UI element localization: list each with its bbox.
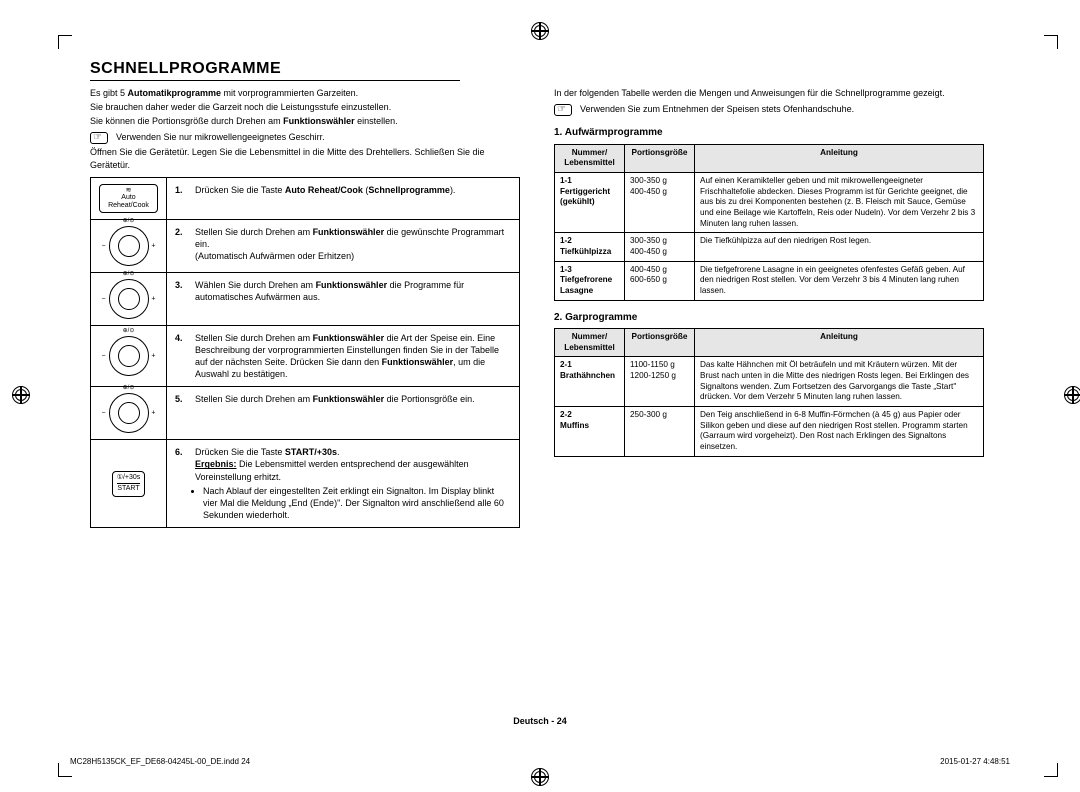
col-header: Anleitung (695, 144, 984, 172)
left-column: Es gibt 5 Automatikprogramme mit vorprog… (90, 87, 520, 528)
button-label: Auto Reheat/Cook (104, 194, 153, 209)
bullet-text: Nach Ablauf der eingestellten Zeit erkli… (203, 485, 511, 521)
dial-icon: ⊕/⊙−+ (109, 226, 149, 266)
table-row: 2-2Muffins250-300 gDen Teig anschließend… (555, 406, 984, 456)
table-row: 1-3Tiefgefrorene Lasagne400-450 g 600-65… (555, 261, 984, 300)
table-header-row: Nummer/Lebensmittel Portionsgröße Anleit… (555, 144, 984, 172)
table-row: ≋ Auto Reheat/Cook 1. Drücken Sie die Tas… (91, 177, 520, 219)
col-header: Portionsgröße (625, 144, 695, 172)
table-row: ⊕/⊙−+ 4.Stellen Sie durch Drehen am Funk… (91, 325, 520, 387)
text: Sie können die Portionsgröße durch Drehe… (90, 116, 283, 126)
cook-table: Nummer/Lebensmittel Portionsgröße Anleit… (554, 328, 984, 457)
step-number: 3. (175, 279, 189, 303)
icon-glyph: ≋ (104, 187, 153, 195)
text-bold: Funktionswähler (283, 116, 355, 126)
note-text: Verwenden Sie nur mikrowellengeeignetes … (116, 131, 325, 143)
text: Es gibt 5 (90, 88, 128, 98)
col-header: Nummer/Lebensmittel (555, 329, 625, 357)
steps-table: ≋ Auto Reheat/Cook 1. Drücken Sie die Tas… (90, 177, 520, 528)
dial-icon: ⊕/⊙−+ (109, 279, 149, 319)
table-row: 1-2Tiefkühlpizza300-350 g 400-450 gDie T… (555, 233, 984, 261)
dial-icon: ⊕/⊙−+ (109, 336, 149, 376)
table-header-row: Nummer/Lebensmittel Portionsgröße Anleit… (555, 329, 984, 357)
auto-reheat-button-icon: ≋ Auto Reheat/Cook (99, 184, 158, 213)
registration-mark (531, 768, 549, 786)
table-row: 1-1Fertiggericht (gekühlt)300-350 g 400-… (555, 172, 984, 232)
step-body: Wählen Sie durch Drehen am Funktionswähl… (195, 279, 511, 303)
step-body: Drücken Sie die Taste START/+30s.Ergebni… (195, 446, 511, 482)
col-header: Anleitung (695, 329, 984, 357)
print-file: MC28H5135CK_EF_DE68-04245L-00_DE.indd 24 (70, 757, 250, 766)
crop-mark-tr (1044, 35, 1058, 49)
section-heading: 2. Garprogramme (554, 311, 984, 325)
step-number: 5. (175, 393, 189, 405)
table-row: 2-1Brathähnchen1100-1150 g 1200-1250 gDa… (555, 357, 984, 407)
registration-mark (12, 386, 30, 404)
table-row: ⊕/⊙−+ 2.Stellen Sie durch Drehen am Funk… (91, 219, 520, 272)
table-row: ①/+30s START 6.Drücken Sie die Taste STA… (91, 440, 520, 528)
registration-mark (1064, 386, 1080, 404)
print-metadata: MC28H5135CK_EF_DE68-04245L-00_DE.indd 24… (70, 757, 1010, 766)
table-row: ⊕/⊙−+ 5. Stellen Sie durch Drehen am Funk… (91, 387, 520, 440)
registration-mark (531, 22, 549, 40)
intro-text: Es gibt 5 Automatikprogramme mit vorprog… (90, 87, 520, 171)
col-header: Portionsgröße (625, 329, 695, 357)
page-footer: Deutsch - 24 (90, 716, 990, 726)
step-number: 2. (175, 226, 189, 262)
text: einstellen. (355, 116, 398, 126)
step-number: 1. (175, 184, 189, 196)
note-text: Verwenden Sie zum Entnehmen der Speisen … (580, 103, 854, 115)
print-timestamp: 2015-01-27 4:48:51 (940, 757, 1010, 766)
reheat-table: Nummer/Lebensmittel Portionsgröße Anleit… (554, 144, 984, 301)
text-bold: Automatikprogramme (128, 88, 222, 98)
crop-mark-br (1044, 763, 1058, 777)
table-row: ⊕/⊙−+ 3.Wählen Sie durch Drehen am Funkt… (91, 272, 520, 325)
text: mit vorprogrammierten Garzeiten. (221, 88, 358, 98)
start-button-icon: ①/+30s START (112, 471, 146, 497)
step-body: Drücken Sie die Taste Auto Reheat/Cook (… (195, 184, 455, 196)
dial-icon: ⊕/⊙−+ (109, 393, 149, 433)
step-body: Stellen Sie durch Drehen am Funktionswäh… (195, 393, 475, 405)
step-number: 6. (175, 446, 189, 482)
step-body: Stellen Sie durch Drehen am Funktionswäh… (195, 332, 511, 381)
step-body: Stellen Sie durch Drehen am Funktionswäh… (195, 226, 511, 262)
crop-mark-tl (58, 35, 72, 49)
step-number: 4. (175, 332, 189, 381)
text: Sie brauchen daher weder die Garzeit noc… (90, 101, 520, 113)
hand-icon (554, 104, 572, 116)
text: Öffnen Sie die Gerätetür. Legen Sie die … (90, 146, 520, 170)
page-title: SCHNELLPROGRAMME (90, 60, 460, 81)
page-content: SCHNELLPROGRAMME Es gibt 5 Automatikprog… (90, 60, 990, 740)
text: In der folgenden Tabelle werden die Meng… (554, 87, 984, 99)
col-header: Nummer/Lebensmittel (555, 144, 625, 172)
section-heading: 1. Aufwärmprogramme (554, 126, 984, 140)
right-column: In der folgenden Tabelle werden die Meng… (554, 87, 984, 528)
hand-icon (90, 132, 108, 144)
